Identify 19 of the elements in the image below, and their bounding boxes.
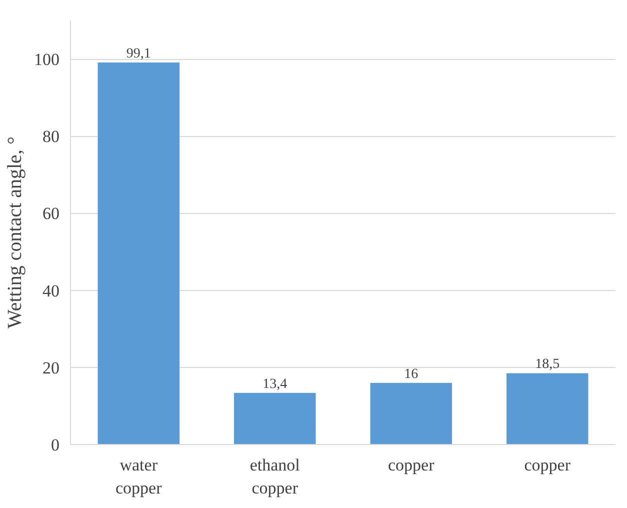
bar xyxy=(506,373,588,444)
x-tick-label: copper xyxy=(388,456,435,474)
data-label: 99,1 xyxy=(126,46,151,62)
y-tick-label: 0 xyxy=(51,436,60,454)
data-label: 16 xyxy=(404,366,418,382)
y-tick-label: 80 xyxy=(42,127,60,146)
x-tick-label: water copper xyxy=(116,456,162,498)
y-tick-label: 40 xyxy=(42,281,60,300)
data-label: 13,4 xyxy=(262,376,288,392)
y-tick-label: 20 xyxy=(42,358,60,378)
data-label: 18,5 xyxy=(535,357,560,372)
bar xyxy=(98,62,180,444)
y-axis-title: Wetting contact angle, ° xyxy=(4,136,26,328)
x-tick-label: copper xyxy=(524,456,571,474)
y-tick-label: 60 xyxy=(42,204,60,224)
bar xyxy=(234,392,316,444)
y-tick-label: 100 xyxy=(34,50,60,70)
x-tick-label: ethanol copper xyxy=(250,456,300,498)
bar xyxy=(370,382,452,444)
